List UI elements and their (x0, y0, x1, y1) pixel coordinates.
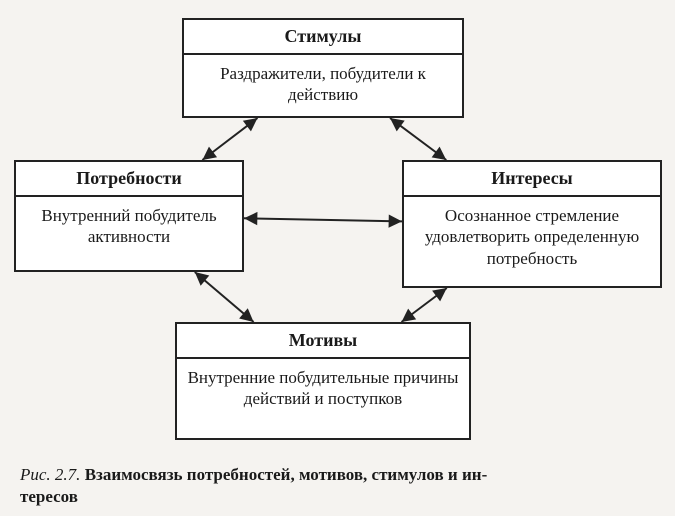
node-needs-title: Потребности (16, 162, 242, 197)
figure-label: Рис. 2.7. (20, 465, 80, 484)
node-motives-title: Мотивы (177, 324, 469, 359)
node-needs-desc: Внутренний побудитель активности (16, 197, 242, 258)
node-stimuli-title: Стимулы (184, 20, 462, 55)
figure-title-line1: Взаимосвязь потребностей, мотивов, стиму… (85, 465, 488, 484)
diagram-canvas: Стимулы Раздражители, побудители к дейст… (0, 0, 675, 516)
node-motives: Мотивы Внутренние побудительные причины … (175, 322, 471, 440)
node-interests-desc: Осознанное стремление удовлетворить опре… (404, 197, 660, 279)
node-stimuli-desc: Раздражители, побудители к действию (184, 55, 462, 116)
figure-title-line2: тересов (20, 487, 78, 506)
node-interests-title: Интересы (404, 162, 660, 197)
node-motives-desc: Внутренние побудительные причины действи… (177, 359, 469, 420)
node-interests: Интересы Осознанное стремление удовлетво… (402, 160, 662, 288)
node-needs: Потребности Внутренний побудитель активн… (14, 160, 244, 272)
node-stimuli: Стимулы Раздражители, побудители к дейст… (182, 18, 464, 118)
figure-caption: Рис. 2.7. Взаимосвязь потребностей, моти… (20, 464, 665, 508)
